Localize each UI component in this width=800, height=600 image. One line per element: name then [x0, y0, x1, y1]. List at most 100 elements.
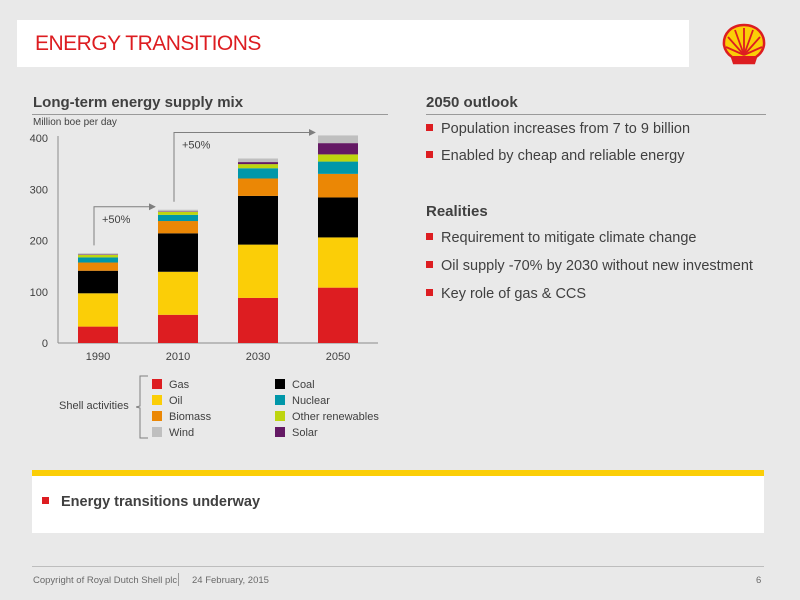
- bar-segment-gas: [158, 314, 198, 343]
- shell-activities-label: Shell activities: [59, 400, 129, 412]
- bar-segment-wind: [238, 158, 278, 163]
- footer-copyright: Copyright of Royal Dutch Shell plc: [33, 575, 178, 586]
- key-message-accent-line: [32, 470, 764, 476]
- bar-segment-oil: [318, 237, 358, 288]
- energy-supply-chart: 0 100 200 300 400 1990 2010 2030 2050 +50% +50%: [30, 128, 378, 363]
- legend-label: Biomass: [169, 411, 212, 423]
- bar-segment-oil: [238, 244, 278, 298]
- realities-heading: Realities: [426, 203, 488, 220]
- bar-segment-nuclear: [78, 257, 118, 263]
- bar-segment-oil: [158, 271, 198, 315]
- bullet-square-icon: [426, 261, 433, 268]
- legend-swatch: [275, 427, 285, 437]
- legend-label: Gas: [169, 379, 190, 391]
- y-tick-label: 0: [42, 338, 48, 350]
- legend-swatch: [275, 395, 285, 405]
- bar-segment-other-renewables: [78, 254, 118, 258]
- y-tick-label: 200: [30, 236, 48, 248]
- bar-segment-biomass: [78, 262, 118, 271]
- realities-bullet: Requirement to mitigate climate change: [426, 230, 697, 246]
- legend-item-other-renewables: Other renewables: [275, 411, 379, 423]
- legend-swatch: [152, 395, 162, 405]
- bar-segment-other-renewables: [318, 154, 358, 162]
- bar-segment-wind: [318, 135, 358, 144]
- outlook-bullet: Population increases from 7 to 9 billion: [426, 121, 690, 137]
- legend-item-solar: Solar: [275, 427, 318, 439]
- bar-segment-gas: [318, 287, 358, 343]
- bar-segment-wind: [78, 253, 118, 255]
- chart-heading-rule: [32, 114, 388, 115]
- footer-date: 24 February, 2015: [192, 575, 269, 586]
- legend-item-biomass: Biomass: [152, 411, 211, 423]
- legend-label: Wind: [169, 427, 195, 439]
- page-number: 6: [756, 575, 762, 586]
- x-tick-label: 1990: [86, 351, 110, 363]
- bar-segment-wind: [158, 209, 198, 212]
- legend-swatch: [152, 427, 162, 437]
- growth-annotation-label: +50%: [102, 214, 131, 226]
- legend-swatch: [152, 379, 162, 389]
- chart-unit-label: Million boe per day: [33, 117, 117, 128]
- bar-segment-other-renewables: [238, 164, 278, 169]
- bar-segment-coal: [78, 270, 118, 294]
- bar-segment-biomass: [318, 173, 358, 198]
- footer-rule: [32, 566, 764, 567]
- legend-label: Solar: [292, 427, 318, 439]
- realities-bullet: Oil supply -70% by 2030 without new inve…: [426, 258, 753, 274]
- bar-segment-solar: [318, 143, 358, 155]
- realities-bullet: Key role of gas & CCS: [426, 286, 586, 302]
- legend-label: Other renewables: [292, 411, 379, 423]
- bullet-square-icon: [426, 289, 433, 296]
- y-tick-label: 100: [30, 287, 48, 299]
- bar-segment-nuclear: [318, 161, 358, 174]
- outlook-bullet: Enabled by cheap and reliable energy: [426, 148, 684, 164]
- bar-segment-biomass: [158, 221, 198, 234]
- bullet-square-icon: [42, 497, 49, 504]
- bar-segment-nuclear: [158, 214, 198, 222]
- y-tick-label: 300: [30, 184, 48, 196]
- title-bar: ENERGY TRANSITIONS: [17, 20, 689, 67]
- legend-label: Nuclear: [292, 395, 330, 407]
- legend-item-gas: Gas: [152, 379, 189, 391]
- bar-segment-solar: [238, 162, 278, 165]
- bar-segment-biomass: [238, 178, 278, 196]
- bar-segment-coal: [238, 195, 278, 245]
- growth-arrow: [173, 128, 316, 202]
- bullet-square-icon: [426, 124, 433, 131]
- legend-label: Coal: [292, 379, 315, 391]
- growth-arrow: [93, 203, 156, 246]
- bar-segment-solar: [78, 254, 118, 255]
- legend-item-nuclear: Nuclear: [275, 395, 330, 407]
- bar-segment-coal: [158, 233, 198, 272]
- bar-segment-other-renewables: [158, 211, 198, 215]
- legend-swatch: [275, 379, 285, 389]
- key-message: Energy transitions underway: [42, 494, 260, 510]
- shell-pecten-logo-icon: [722, 23, 766, 65]
- slide-title: ENERGY TRANSITIONS: [35, 32, 261, 55]
- legend-item-oil: Oil: [152, 395, 182, 407]
- chart-heading: Long-term energy supply mix: [33, 94, 244, 111]
- bullet-square-icon: [426, 151, 433, 158]
- bar-segment-solar: [158, 211, 198, 212]
- outlook-heading: 2050 outlook: [426, 94, 518, 111]
- legend-swatch: [275, 411, 285, 421]
- x-tick-label: 2030: [246, 351, 270, 363]
- x-tick-label: 2010: [166, 351, 190, 363]
- x-tick-label: 2050: [326, 351, 350, 363]
- bullet-square-icon: [426, 233, 433, 240]
- key-message-box: Energy transitions underway: [32, 476, 764, 533]
- bar-segment-gas: [78, 326, 118, 343]
- legend-swatch: [152, 411, 162, 421]
- y-tick-label: 400: [30, 133, 48, 145]
- growth-annotation-label: +50%: [182, 139, 211, 151]
- bar-segment-nuclear: [238, 168, 278, 179]
- bar-segment-gas: [238, 297, 278, 343]
- bar-segment-coal: [318, 197, 358, 238]
- footer-separator: [178, 573, 179, 586]
- bar-segment-oil: [78, 293, 118, 327]
- outlook-heading-rule: [426, 114, 766, 115]
- bracket-icon: [136, 375, 148, 439]
- legend-item-coal: Coal: [275, 379, 315, 391]
- legend-item-wind: Wind: [152, 427, 194, 439]
- legend-label: Oil: [169, 395, 183, 407]
